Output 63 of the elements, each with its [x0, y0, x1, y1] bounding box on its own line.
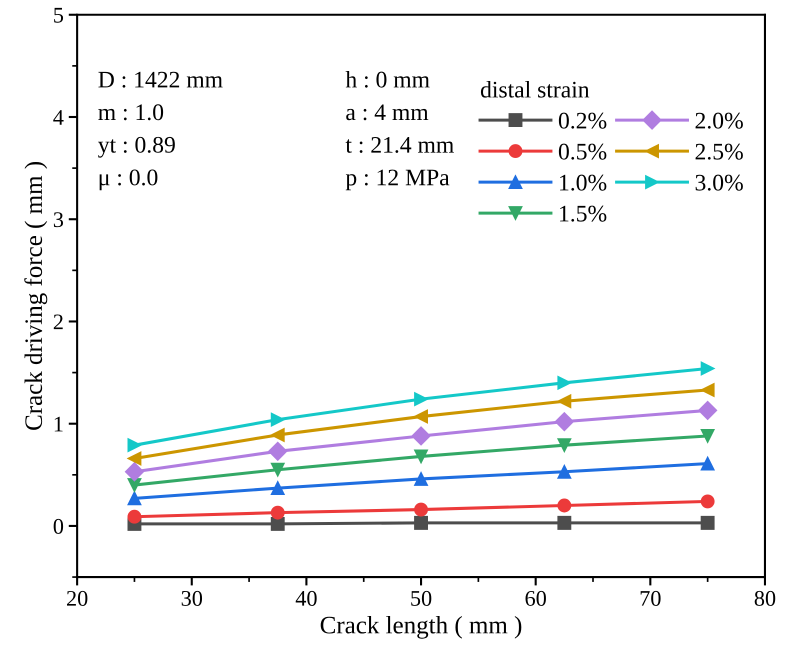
point	[698, 400, 718, 420]
point	[414, 502, 428, 517]
x-tick-label: 30	[182, 590, 202, 606]
point	[700, 494, 715, 508]
point	[414, 449, 428, 464]
annotation: h : 0 mm	[346, 70, 430, 88]
y-tick-label: 3	[54, 212, 64, 228]
point	[128, 491, 142, 506]
point	[554, 412, 574, 432]
legend-label: 0.5%	[558, 144, 606, 160]
annotation: yt : 0.89	[98, 136, 175, 158]
point	[414, 516, 428, 530]
x-axis-title: Crack length ( mm )	[320, 616, 522, 639]
x-tick-label: 60	[526, 590, 546, 606]
point	[270, 462, 285, 477]
point	[557, 394, 572, 408]
point	[557, 516, 572, 530]
point	[270, 481, 285, 496]
annotation: D : 1422 mm	[98, 72, 223, 88]
point	[414, 392, 428, 406]
legend-title: distal strain	[480, 80, 590, 98]
point	[124, 462, 144, 482]
y-tick-label: 4	[53, 110, 64, 125]
point	[700, 429, 715, 443]
annotation: μ : 0.0	[100, 169, 158, 190]
y-tick-label: 1	[54, 416, 63, 432]
point	[700, 516, 715, 530]
point	[700, 456, 715, 471]
point	[270, 412, 285, 427]
point	[270, 428, 285, 442]
point	[700, 383, 715, 397]
y-tick-label: 2	[54, 314, 63, 330]
y-tick-label: 5	[54, 8, 64, 23]
x-tick-label: 70	[640, 590, 661, 606]
annotation: p : 12 MPa	[346, 170, 450, 190]
legend-label: 3.0%	[696, 174, 743, 191]
annotation: t : 21.4 mm	[346, 136, 454, 153]
point	[412, 426, 431, 446]
point	[557, 464, 572, 479]
legend-label: 2.5%	[696, 144, 743, 160]
point	[414, 472, 428, 486]
point	[557, 376, 572, 390]
legend-label: 1.5%	[560, 206, 606, 222]
point	[128, 438, 142, 452]
point	[700, 362, 715, 376]
point	[557, 498, 572, 512]
y-tick-label: 0	[54, 518, 64, 534]
legend-label: 2.0%	[696, 112, 743, 129]
point	[268, 442, 288, 461]
x-tick-label: 80	[754, 590, 776, 606]
x-tick-label: 20	[66, 590, 88, 606]
x-tick-label: 50	[411, 590, 432, 606]
point	[557, 438, 572, 452]
point	[128, 510, 142, 524]
point	[270, 506, 285, 520]
point	[128, 452, 142, 466]
point	[414, 410, 428, 424]
y-axis-title: Crack driving force ( mm )	[24, 162, 48, 430]
x-tick-label: 40	[296, 590, 317, 606]
annotation: a : 4 mm	[346, 104, 428, 120]
legend-label: 1.0%	[560, 174, 606, 191]
annotation: m : 1.0	[98, 104, 164, 120]
legend-label: 0.2%	[558, 112, 606, 129]
